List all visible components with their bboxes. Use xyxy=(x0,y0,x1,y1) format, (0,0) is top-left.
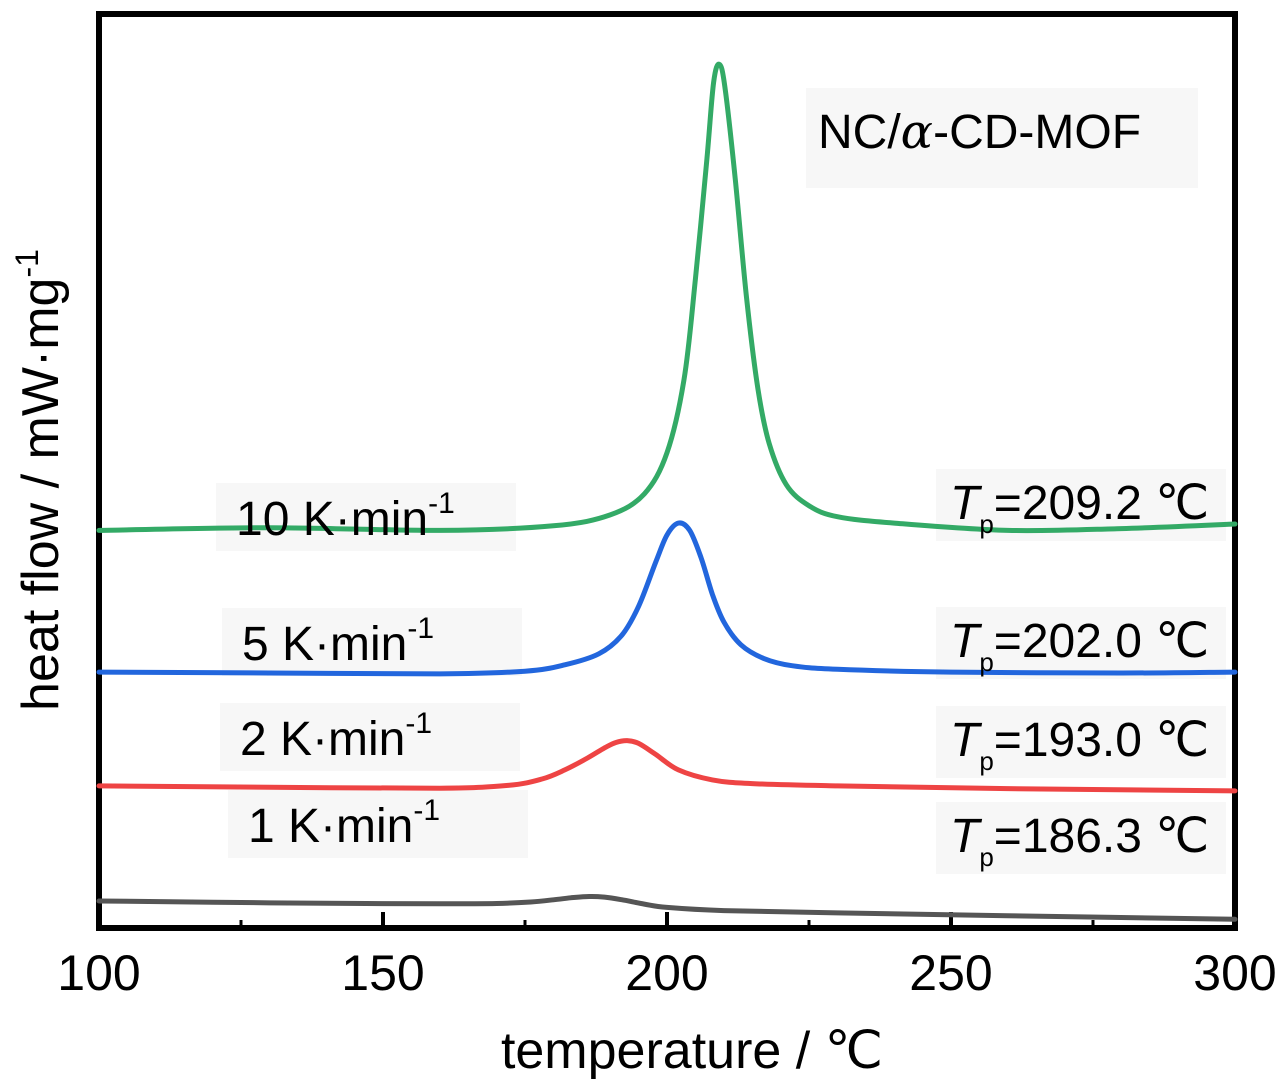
tp-label: Tp=202.0 ℃ xyxy=(950,615,1209,677)
rate-value: 1 K·min xyxy=(248,800,413,853)
tp-subscript: p xyxy=(979,509,993,539)
tp-value: =209.2 ℃ xyxy=(994,477,1209,530)
rate-unit-sup: -1 xyxy=(405,707,432,740)
series-line-2-k-per-min xyxy=(96,738,1238,794)
tp-subscript: p xyxy=(979,842,993,872)
tp-symbol: T xyxy=(950,810,983,863)
x-tick-label: 200 xyxy=(625,945,708,1001)
tp-value: =193.0 ℃ xyxy=(994,714,1209,767)
rate-label-background xyxy=(222,608,522,676)
rate-label: 1 K·min-1 xyxy=(248,794,440,853)
rate-label-background xyxy=(228,790,528,858)
tp-value: =186.3 ℃ xyxy=(994,810,1209,863)
chart-title-greek: α xyxy=(901,104,933,160)
tp-value: =202.0 ℃ xyxy=(994,615,1209,668)
rate-label: 2 K·min-1 xyxy=(240,707,432,766)
rate-label: 10 K·min-1 xyxy=(236,487,455,546)
rate-label-background xyxy=(220,703,520,771)
tp-symbol: T xyxy=(950,477,983,530)
tp-label: Tp=209.2 ℃ xyxy=(950,477,1209,539)
tp-label-background xyxy=(936,607,1226,679)
x-tick-label: 100 xyxy=(57,945,140,1001)
tp-symbol: T xyxy=(950,714,983,767)
y-axis-title: heat flow / mW·mg-1 xyxy=(9,249,70,711)
rate-value: 10 K·min xyxy=(236,493,428,546)
tp-symbol: T xyxy=(950,615,983,668)
rate-unit-sup: -1 xyxy=(413,794,440,827)
x-tick-label: 150 xyxy=(341,945,424,1001)
rate-value: 5 K·min xyxy=(242,618,407,671)
y-axis-title-sup: -1 xyxy=(9,249,45,277)
rate-unit-sup: -1 xyxy=(407,612,434,645)
rate-label-background xyxy=(216,483,516,551)
tp-label: Tp=193.0 ℃ xyxy=(950,714,1209,776)
tp-label-background xyxy=(936,802,1226,874)
title-background xyxy=(806,88,1198,188)
tp-label: Tp=186.3 ℃ xyxy=(950,810,1209,872)
series-line-1-k-per-min xyxy=(96,893,1238,922)
rate-label: 5 K·min-1 xyxy=(242,612,434,671)
x-tick-label: 300 xyxy=(1193,945,1275,1001)
series-lines xyxy=(96,61,1238,922)
chart-title-prefix: NC/ xyxy=(818,106,901,159)
series-line-5-k-per-min xyxy=(96,520,1238,677)
tp-subscript: p xyxy=(979,746,993,776)
chart-title-suffix: -CD-MOF xyxy=(933,106,1141,159)
series-line-10-k-per-min xyxy=(96,61,1238,534)
x-axis-ticks: 100 150 200 250 300 xyxy=(57,912,1275,1001)
tp-subscript: p xyxy=(979,647,993,677)
rate-value: 2 K·min xyxy=(240,713,405,766)
y-axis-title-main: heat flow / mW·mg xyxy=(12,278,70,711)
x-tick-label: 250 xyxy=(909,945,992,1001)
x-axis-title: temperature / ℃ xyxy=(501,1022,883,1080)
annotations: 1 K·min-1 Tp=186.3 ℃2 K·min-1 Tp=193.0 ℃5 … xyxy=(236,477,1209,872)
chart-title: NC/α-CD-MOF xyxy=(818,104,1141,160)
tp-label-background xyxy=(936,706,1226,778)
rate-unit-sup: -1 xyxy=(428,487,455,520)
